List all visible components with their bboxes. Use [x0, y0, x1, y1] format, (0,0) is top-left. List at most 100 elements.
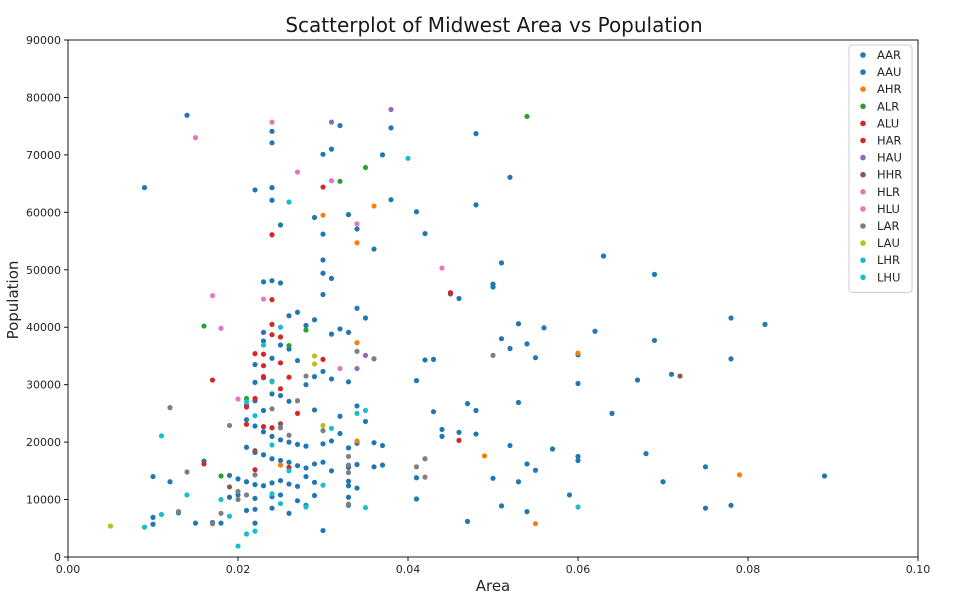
data-point [311, 353, 318, 359]
data-point [422, 357, 428, 363]
data-point [473, 407, 479, 414]
data-point [422, 456, 428, 462]
data-point [243, 531, 250, 537]
data-point [345, 453, 352, 460]
data-point [498, 336, 505, 342]
data-point [150, 473, 156, 480]
data-point [294, 463, 301, 469]
x-tick-label: 0.08 [736, 563, 761, 576]
data-point [252, 472, 258, 478]
data-point [226, 484, 233, 490]
data-point [456, 429, 462, 435]
x-tick-label: 0.02 [226, 563, 251, 576]
data-point [311, 479, 318, 485]
data-point [277, 324, 284, 330]
data-point [413, 475, 420, 481]
legend-marker [860, 189, 866, 195]
data-point [354, 438, 360, 444]
data-point [524, 461, 530, 467]
data-point [736, 472, 743, 478]
data-point [354, 410, 360, 416]
data-point [269, 433, 275, 439]
data-point [303, 443, 309, 449]
data-point [269, 297, 275, 303]
data-point [226, 472, 233, 479]
data-point [286, 374, 292, 380]
data-point [575, 380, 581, 387]
data-point [320, 291, 326, 298]
data-point [269, 406, 275, 412]
data-point [677, 373, 683, 379]
data-point [430, 356, 437, 362]
data-point [141, 524, 148, 530]
data-point [345, 379, 352, 385]
data-point [311, 374, 318, 380]
data-point [252, 467, 258, 473]
data-point [303, 465, 309, 471]
data-point [184, 492, 190, 498]
data-point [252, 495, 258, 502]
data-point [243, 421, 250, 427]
x-axis: 0.00 0.02 0.04 0.06 0.08 0.10 [56, 557, 930, 576]
data-point [277, 462, 284, 468]
data-point [311, 461, 318, 467]
data-point [243, 404, 250, 410]
data-point [354, 348, 360, 354]
data-point [821, 473, 828, 479]
data-point [328, 376, 335, 382]
data-point [371, 203, 377, 209]
legend-marker [860, 69, 866, 75]
legend-label: LAR [877, 219, 900, 233]
data-point [728, 315, 734, 321]
data-point [260, 296, 267, 302]
data-point [243, 444, 250, 450]
data-point [311, 407, 318, 413]
data-point [473, 431, 479, 437]
data-point [107, 523, 114, 529]
data-point [150, 514, 156, 520]
data-point [286, 510, 292, 516]
data-point [286, 398, 292, 404]
series-ahr [277, 203, 743, 527]
data-point [260, 338, 267, 344]
plot-border [67, 39, 919, 558]
data-point [226, 494, 233, 500]
data-point [379, 152, 386, 158]
series-aar [141, 112, 828, 527]
y-tick-label: 10000 [26, 494, 61, 507]
data-point [464, 401, 471, 407]
data-point [524, 113, 530, 120]
data-point [337, 326, 343, 332]
data-point [235, 496, 241, 503]
data-points [107, 106, 828, 549]
data-point [277, 222, 284, 228]
y-tick-label: 90000 [26, 34, 61, 47]
data-point [303, 327, 309, 333]
data-point [320, 231, 326, 237]
legend-label: AAR [877, 48, 901, 62]
data-point [260, 452, 267, 458]
data-point [413, 496, 420, 502]
data-point [167, 405, 173, 411]
data-point [260, 374, 267, 380]
data-point [362, 407, 369, 414]
data-point [252, 351, 258, 357]
legend-marker [860, 86, 866, 92]
legend-label: HAU [877, 151, 902, 165]
data-point [218, 473, 224, 479]
data-point [337, 430, 343, 437]
data-point [490, 284, 496, 290]
data-point [260, 483, 267, 489]
data-point [277, 334, 284, 340]
data-point [192, 520, 199, 526]
data-point [498, 503, 505, 509]
data-point [362, 504, 369, 511]
data-point [260, 279, 267, 285]
data-point [286, 343, 292, 349]
data-point [456, 295, 462, 302]
legend-label: HHR [877, 168, 902, 182]
data-point [252, 520, 258, 526]
data-point [269, 491, 275, 497]
